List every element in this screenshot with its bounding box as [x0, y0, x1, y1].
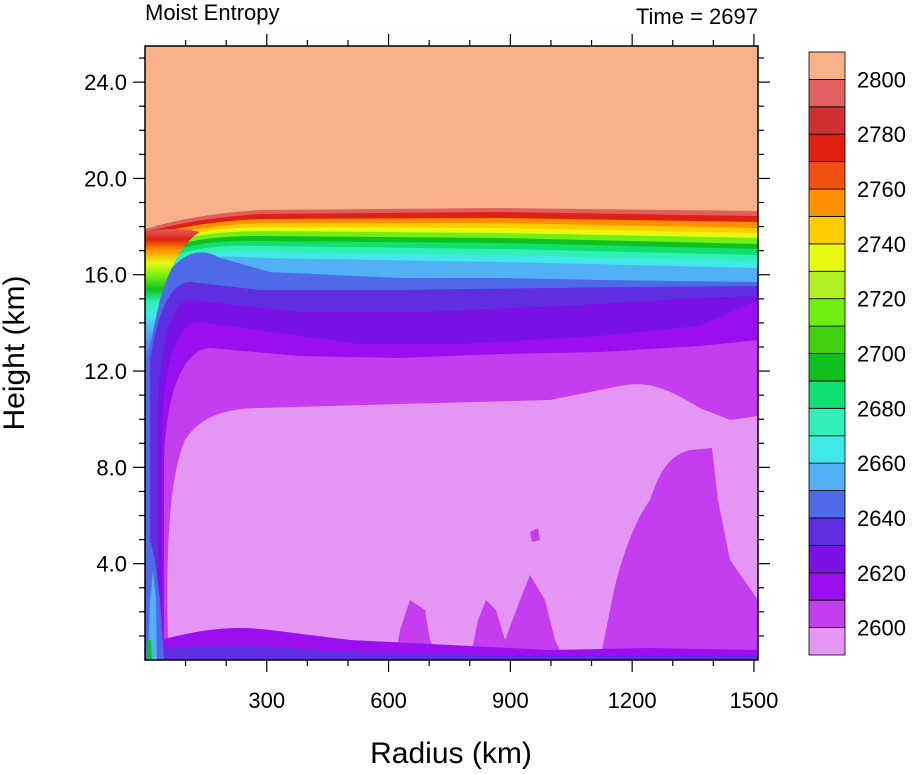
y-tick-labels: 4.0 8.0 12.0 16.0 20.0 24.0 [84, 70, 127, 577]
y-tick-label: 12.0 [84, 359, 127, 384]
x-tick-label: 900 [492, 688, 529, 713]
title-right: Time = 2697 [636, 4, 758, 29]
colorbar-box [808, 133, 846, 163]
colorbar-label: 2780 [857, 122, 906, 147]
colorbar-box [808, 462, 846, 491]
y-axis-label: Height (km) [0, 275, 31, 430]
surface-2640 [158, 645, 758, 660]
colorbar-label: 2740 [857, 232, 906, 257]
eyewall-base [147, 640, 152, 660]
colorbar-label: 2640 [857, 506, 906, 531]
colorbar-box [808, 161, 846, 190]
x-tick-label: 600 [370, 688, 407, 713]
colorbar [808, 51, 846, 656]
y-tick-label: 4.0 [96, 552, 127, 577]
colorbar-label: 2700 [857, 342, 906, 367]
colorbar-label: 2600 [857, 616, 906, 641]
y-tick-label: 20.0 [84, 166, 127, 191]
colorbar-label: 2760 [857, 177, 906, 202]
colorbar-box [808, 79, 846, 108]
y-tick-label: 16.0 [84, 263, 127, 288]
colorbar-label: 2620 [857, 561, 906, 586]
colorbar-box [808, 216, 846, 245]
eyewall-jet [145, 229, 200, 360]
lobe-2610-right [600, 448, 758, 660]
colorbar-label: 2800 [857, 67, 906, 92]
colorbar-box [808, 325, 846, 354]
colorbar-box [808, 599, 846, 628]
plot-frame [144, 45, 759, 661]
colorbar-label: 2720 [857, 287, 906, 312]
x-tick-label: 1500 [729, 688, 778, 713]
speck-2610 [530, 528, 540, 542]
colorbar-box [808, 517, 846, 546]
x-tick-label: 300 [248, 688, 285, 713]
x-tick-labels: 300 600 900 1200 1500 [248, 688, 778, 713]
colorbar-label: 2660 [857, 451, 906, 476]
colorbar-box [808, 298, 846, 327]
colorbar-box [808, 435, 846, 464]
colorbar-box [808, 270, 846, 300]
contour-field [145, 46, 758, 660]
eyewall-core [148, 570, 157, 660]
colorbar-box [808, 380, 846, 409]
x-axis-ticks [184, 34, 755, 672]
colorbar-labels: 2600 2620 2640 2660 2680 2700 2720 2740 2760 2780… [857, 67, 906, 640]
colorbar-box [808, 188, 846, 217]
y-tick-label: 24.0 [84, 70, 127, 95]
colorbar-box [808, 51, 846, 80]
colorbar-label: 2680 [857, 396, 906, 421]
colorbar-box [808, 243, 846, 272]
x-tick-label: 1200 [608, 688, 657, 713]
region-2600 [167, 384, 758, 650]
x-axis-label: Radius (km) [370, 737, 532, 770]
colorbar-box [808, 407, 846, 437]
title-left: Moist Entropy [145, 0, 280, 25]
y-axis-ticks [133, 57, 770, 637]
colorbar-box [808, 627, 846, 656]
colorbar-box [808, 572, 846, 601]
y-tick-label: 8.0 [96, 455, 127, 480]
colorbar-box [808, 106, 846, 135]
colorbar-box [808, 353, 846, 382]
colorbar-box [808, 544, 846, 574]
lobe-2610-mid [470, 575, 565, 660]
colorbar-box [808, 490, 846, 519]
